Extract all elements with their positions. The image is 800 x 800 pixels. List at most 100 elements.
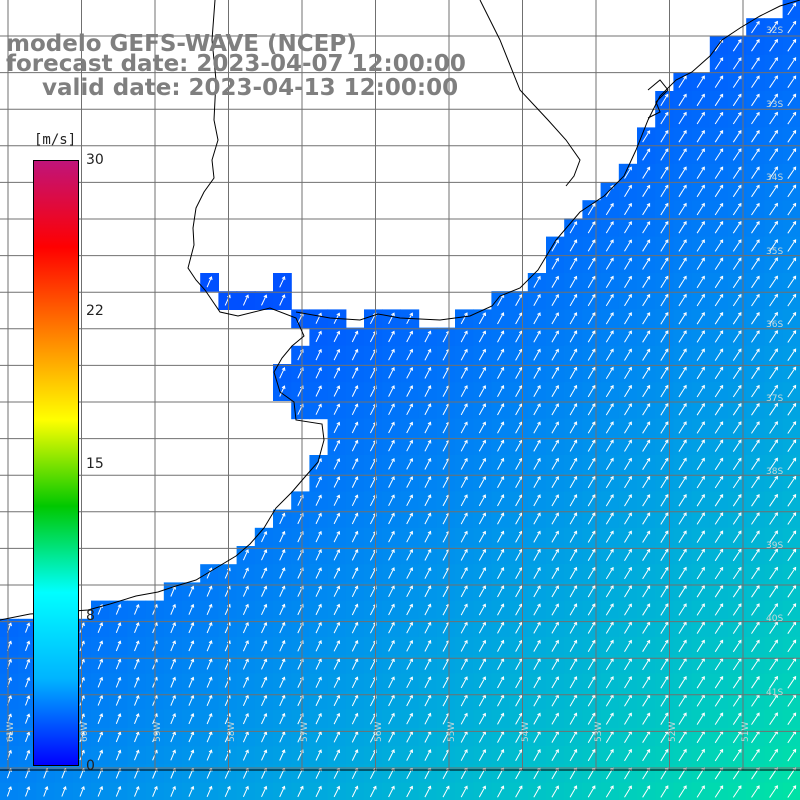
wind-arrow: [279, 640, 286, 652]
wind-arrow: [351, 639, 359, 652]
wind-arrow: [242, 549, 249, 561]
wind-arrow: [533, 330, 541, 343]
wind-arrow: [642, 439, 651, 452]
wind-arrow: [424, 585, 432, 598]
wind-arrow: [134, 731, 140, 743]
wind-arrow: [424, 676, 432, 689]
wind-arrow: [388, 512, 395, 525]
wind-arrow: [351, 476, 359, 488]
wind-arrow: [515, 475, 523, 489]
wind-arrow: [787, 639, 797, 653]
wind-arrow: [642, 166, 651, 179]
wind-arrow: [714, 130, 724, 143]
wind-arrow: [279, 530, 286, 543]
wind-arrow: [678, 275, 687, 289]
wind-arrow: [460, 712, 468, 725]
wind-arrow: [279, 621, 286, 634]
lat-lon-grid: [0, 0, 800, 771]
wind-arrow: [624, 239, 632, 252]
wind-arrow: [624, 712, 632, 725]
wind-arrow: [787, 2, 797, 16]
wind-arrow: [388, 749, 395, 761]
wind-arrow: [696, 166, 705, 179]
wind-arrow: [751, 275, 760, 289]
wind-arrow: [478, 366, 486, 379]
wind-arrow: [206, 785, 213, 797]
wind-arrow: [660, 548, 669, 562]
wind-arrow: [351, 494, 359, 507]
wind-arrow: [642, 530, 651, 543]
wind-arrow: [170, 676, 176, 688]
wind-arrow: [624, 202, 632, 216]
wind-arrow: [624, 639, 632, 652]
wind-arrow: [533, 293, 541, 307]
wind-arrow: [406, 585, 413, 598]
wind-arrow: [424, 330, 432, 343]
latitude-label: 40S: [766, 614, 784, 624]
wind-arrow: [787, 220, 797, 234]
wind-arrow: [351, 348, 359, 361]
wind-arrow: [478, 639, 486, 652]
wind-arrow: [696, 494, 705, 507]
wind-arrow: [787, 584, 797, 598]
wind-arrow: [714, 403, 724, 416]
wind-arrow: [769, 512, 778, 525]
wind-arrow: [660, 439, 669, 452]
wind-arrow: [115, 731, 122, 743]
wind-arrow: [624, 257, 632, 270]
wind-arrow: [660, 530, 669, 543]
wind-arrow: [660, 785, 669, 798]
wind-arrow: [424, 621, 432, 634]
wind-arrow: [333, 676, 341, 688]
wind-arrow: [642, 312, 651, 325]
wind-arrow: [206, 621, 213, 634]
wind-arrow: [569, 403, 578, 416]
wind-arrow: [696, 184, 705, 198]
wind-arrow: [478, 530, 486, 543]
wind-arrow: [460, 603, 468, 616]
wind-arrow: [714, 603, 724, 616]
wind-arrow: [115, 622, 122, 633]
wind-arrow: [569, 566, 578, 580]
title-model: modelo GEFS-WAVE (NCEP): [6, 31, 357, 57]
wind-arrow: [569, 330, 578, 343]
wind-arrow: [660, 621, 669, 634]
wind-arrow: [660, 293, 669, 307]
wind-arrow: [333, 530, 341, 543]
wind-arrow: [624, 457, 632, 470]
wind-arrow: [61, 786, 67, 797]
wind-arrow: [714, 202, 724, 216]
wind-arrow: [660, 93, 669, 107]
wind-arrow: [333, 658, 341, 670]
wind-arrow: [134, 676, 140, 688]
wind-arrow: [551, 384, 559, 398]
wind-arrow: [714, 639, 724, 653]
wind-arrow: [388, 330, 395, 343]
wind-arrow: [515, 548, 523, 561]
wind-arrow: [642, 785, 651, 798]
wind-arrow: [279, 694, 286, 707]
longitude-label: 57W: [300, 721, 310, 742]
wind-arrow: [569, 221, 578, 234]
wind-arrow: [769, 330, 778, 343]
wind-arrow: [533, 475, 541, 489]
wind-arrow: [333, 512, 341, 525]
wind-arrow: [624, 421, 632, 434]
wind-arrow: [351, 621, 359, 634]
wind-arrow: [97, 676, 104, 688]
wind-arrow: [551, 239, 559, 252]
wind-arrow: [478, 548, 486, 561]
wind-arrow: [787, 202, 797, 216]
wind-arrow: [569, 366, 578, 379]
wind-arrow: [587, 257, 596, 270]
wind-arrow: [587, 239, 596, 252]
wind-arrow: [460, 658, 468, 670]
wind-arrow: [587, 639, 596, 652]
wind-arrow: [678, 530, 687, 543]
wind-arrow: [43, 786, 49, 797]
wind-arrow: [587, 439, 596, 452]
wind-arrow: [351, 548, 359, 561]
wind-arrow: [751, 20, 760, 34]
wind-arrow: [769, 384, 778, 398]
